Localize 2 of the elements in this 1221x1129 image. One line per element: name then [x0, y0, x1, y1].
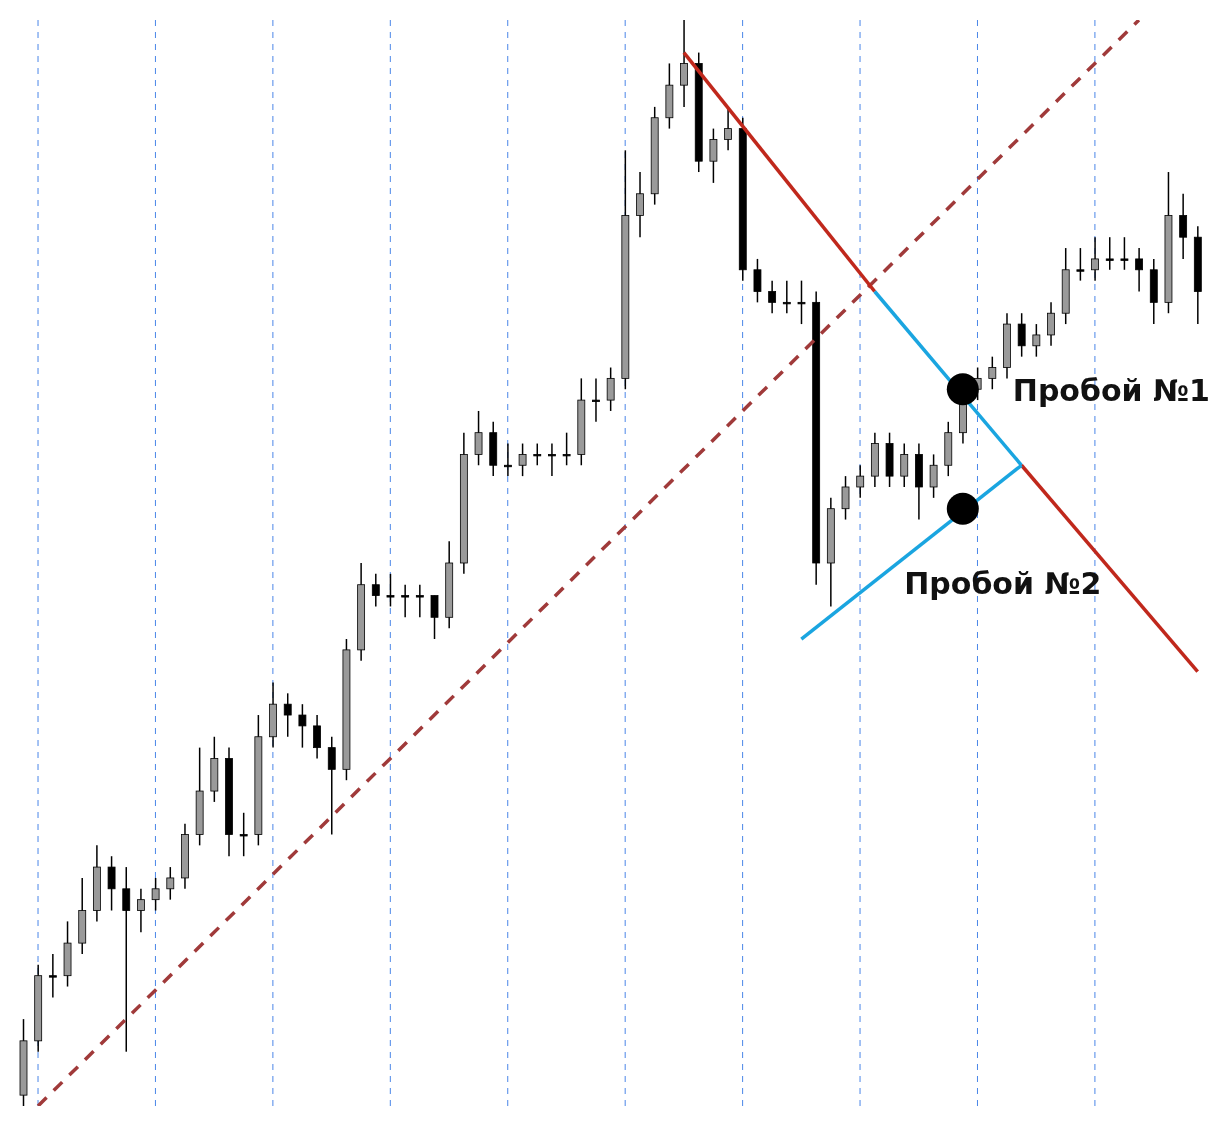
annotation: Пробой №2: [904, 565, 1102, 601]
annotation: Пробой №1: [1012, 373, 1210, 409]
